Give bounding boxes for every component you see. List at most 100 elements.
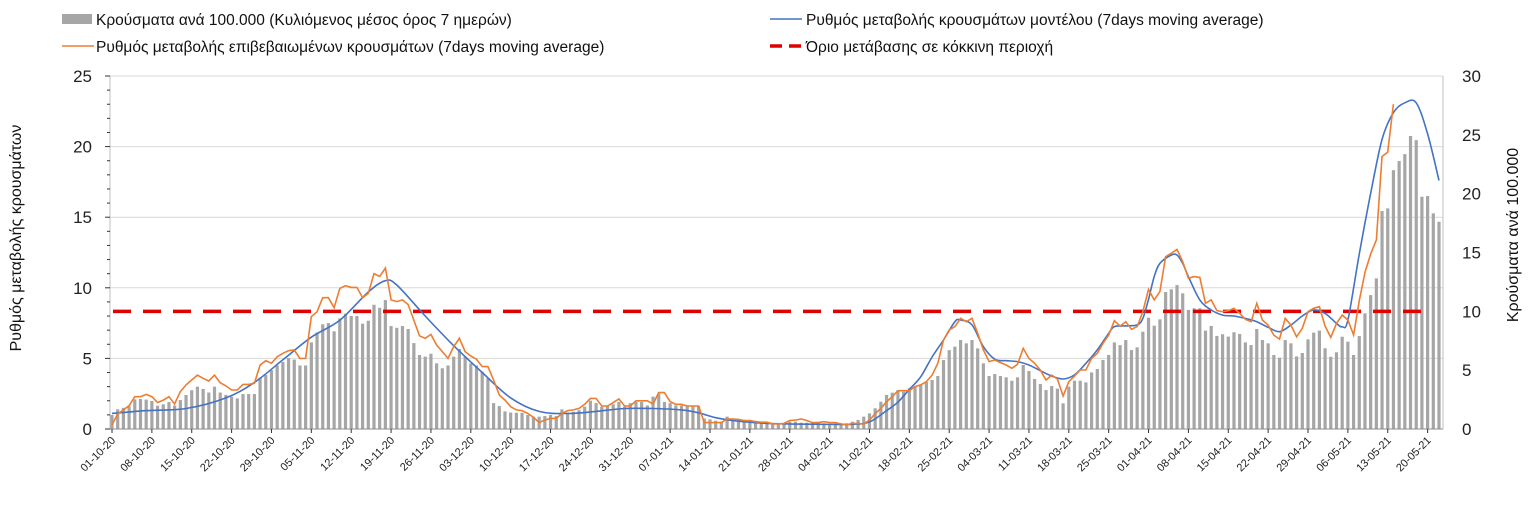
- bar: [1050, 386, 1054, 429]
- x-tick-label: 05-11-20: [278, 435, 317, 474]
- gridlines: [110, 75, 1443, 359]
- bar: [315, 332, 319, 429]
- x-tick-label: 25-02-21: [916, 435, 956, 475]
- bar: [1431, 213, 1435, 429]
- x-tick-label: 25-03-21: [1075, 435, 1115, 475]
- legend-label: Ρυθμός μεταβολής επιβεβαιωμένων κρουσμάτ…: [96, 39, 604, 56]
- y-tick-label-right: 20: [1462, 185, 1481, 204]
- bar: [469, 363, 473, 429]
- x-tick-label: 14-01-21: [676, 435, 716, 475]
- bar: [1118, 345, 1122, 429]
- bar: [378, 307, 382, 429]
- bar: [588, 400, 593, 429]
- bar: [372, 304, 376, 429]
- bar: [144, 399, 148, 429]
- bar: [275, 365, 279, 429]
- legend-item-confirmed: Ρυθμός μεταβολής επιβεβαιωμένων κρουσμάτ…: [62, 39, 604, 56]
- bar: [1238, 333, 1242, 429]
- bar: [640, 401, 644, 429]
- bar: [742, 420, 746, 429]
- bar: [884, 394, 889, 429]
- x-tick-label: 11-03-21: [996, 435, 1035, 474]
- bar: [1340, 336, 1344, 429]
- bar: [1289, 343, 1293, 429]
- bar: [685, 405, 689, 429]
- bar: [605, 405, 610, 429]
- bar: [714, 420, 718, 429]
- bar: [622, 406, 627, 429]
- bar: [155, 405, 160, 429]
- bar: [304, 365, 308, 429]
- bar: [1357, 336, 1361, 429]
- x-tick-label: 08-04-21: [1155, 435, 1195, 475]
- bar: [736, 419, 741, 429]
- bar: [486, 378, 490, 429]
- bar: [668, 403, 672, 429]
- bar: [167, 401, 171, 429]
- x-tick-label: 13-05-21: [1354, 435, 1394, 475]
- bar: [657, 393, 661, 429]
- axes: [105, 75, 1444, 430]
- bar: [195, 386, 200, 429]
- bar: [1220, 334, 1225, 429]
- bar: [788, 421, 792, 429]
- bar: [309, 342, 313, 429]
- bar: [1055, 388, 1060, 429]
- bar: [1044, 390, 1048, 429]
- bar: [543, 416, 547, 429]
- bar: [617, 401, 621, 429]
- bar: [178, 400, 182, 429]
- legend-item-model: Ρυθμός μεταβολής κρουσμάτων μοντέλου (7d…: [770, 12, 1264, 29]
- bar: [241, 394, 245, 429]
- bar: [332, 331, 336, 429]
- bar: [1078, 380, 1082, 429]
- bar: [161, 404, 165, 429]
- x-tick-label: 21-01-21: [716, 435, 756, 475]
- bar: [207, 392, 211, 429]
- bar: [1323, 348, 1327, 429]
- x-tick-label: 01-10-20: [78, 435, 118, 475]
- bar: [845, 423, 849, 429]
- bar: [446, 365, 450, 429]
- x-tick-label: 06-05-21: [1314, 435, 1354, 475]
- y-axis-left-ticks: 0 5 10 15 20 25: [73, 67, 92, 439]
- x-tick-label: 24-12-20: [557, 435, 597, 475]
- bar: [423, 356, 427, 429]
- bar: [457, 348, 462, 429]
- bar: [366, 320, 370, 429]
- bar: [440, 368, 444, 429]
- bar: [121, 407, 125, 429]
- bar: [1420, 196, 1424, 429]
- bar: [600, 406, 604, 429]
- bar: [577, 410, 581, 429]
- x-tick-label: 20-05-21: [1394, 435, 1434, 475]
- bar: [1135, 347, 1139, 429]
- bar: [1158, 319, 1162, 429]
- legend-label: Ρυθμός μεταβολής κρουσμάτων μοντέλου (7d…: [806, 12, 1264, 29]
- bar: [759, 421, 763, 429]
- bar: [429, 353, 433, 429]
- bar: [201, 388, 205, 429]
- bar: [1266, 343, 1270, 429]
- x-tick-label: 04-02-21: [796, 435, 836, 475]
- x-tick-label: 10-12-20: [477, 435, 517, 475]
- x-tick-label: 04-03-21: [956, 435, 996, 475]
- bar: [1397, 161, 1401, 429]
- bar: [298, 365, 302, 429]
- bar: [138, 398, 143, 429]
- x-tick-label: 26-11-20: [398, 435, 437, 474]
- bar: [349, 316, 353, 429]
- y-tick-label-right: 15: [1462, 244, 1481, 263]
- bar: [1215, 335, 1219, 429]
- y-tick-label-left: 25: [73, 67, 92, 86]
- bar: [833, 424, 837, 429]
- bar: [1084, 382, 1088, 429]
- bar: [281, 361, 285, 429]
- bar: [110, 414, 114, 429]
- bar: [1374, 278, 1378, 429]
- x-tick-label: 11-02-21: [837, 435, 876, 474]
- bar: [116, 409, 120, 429]
- x-tick-label: 22-10-20: [198, 435, 238, 475]
- bar: [1181, 293, 1185, 429]
- bar: [902, 391, 906, 429]
